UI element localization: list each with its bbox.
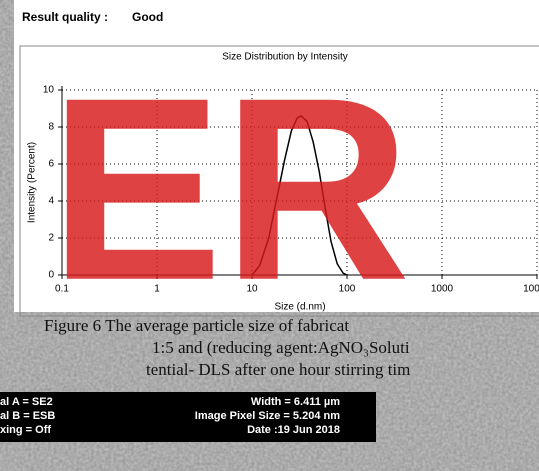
sem-info-text: al A = SE2 [0,396,53,408]
y-tick-label: 0 [48,270,54,281]
sem-info: al A = SE2 al B = ESB xing = Off Width =… [0,396,340,436]
x-tick-label: 1000 [431,284,454,295]
y-tick-label: 6 [48,159,54,170]
sem-info-text: Width = 6.411 µm [251,396,340,408]
sem-info-text: Date :19 Jun 2018 [247,424,340,436]
x-tick-label: 100 [339,284,356,295]
y-tick-label: 8 [48,122,54,133]
x-axis-label: Size (d.nm) [274,302,325,313]
y-tick-label: 4 [48,196,54,207]
x-tick-label: 10000 [523,284,539,295]
caption-line: 1:5 and (reducing agent:AgNO₃Soluti [152,338,410,357]
result-value: Good [132,10,163,24]
caption: Figure 6 The average particle size of fa… [44,316,410,379]
chart-frame [19,45,539,317]
x-tick-label: 0.1 [55,284,69,295]
x-tick-label: 1 [154,284,160,295]
chart-panel [14,0,539,312]
y-axis-label: Intensity (Percent) [27,142,38,223]
sem-footer [0,392,376,442]
data-line [251,115,348,276]
chart: Size Distribution by Intensity Size (d.nm… [27,52,539,313]
sem-info-text: al B = ESB [0,410,55,422]
result-label: Result quality : [22,10,108,24]
chart-title: Size Distribution by Intensity [222,52,348,63]
watermark: ER [49,45,410,335]
caption-line: tential- DLS after one hour stirring tim [146,360,410,379]
caption-line: Figure 6 The average particle size of fa… [44,316,349,335]
sem-info-text: Image Pixel Size = 5.204 nm [195,410,340,422]
sem-info-text: xing = Off [0,424,51,436]
y-tick-label: 2 [48,233,54,244]
y-tick-label: 10 [43,85,55,96]
x-tick-label: 10 [246,284,258,295]
